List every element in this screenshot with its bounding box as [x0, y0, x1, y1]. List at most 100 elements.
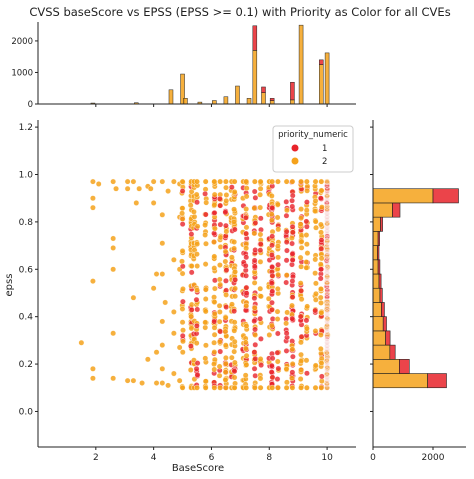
scatter-point: [223, 184, 229, 191]
scatter-point: [289, 384, 296, 391]
scatter-point: [124, 178, 131, 185]
scatter-point: [223, 267, 230, 274]
scatter-point: [318, 229, 324, 236]
scatter-point: [231, 308, 238, 315]
scatter-point: [275, 365, 282, 372]
scatter-point: [298, 244, 305, 251]
scatter-point: [324, 252, 330, 259]
right-hist-bar-priority-1: [380, 216, 383, 232]
top-hist-bar-priority-2: [235, 85, 240, 105]
scatter-point: [269, 242, 275, 249]
scatter-point: [130, 294, 137, 301]
top-y-tick-label: 2000: [11, 37, 33, 47]
scatter-point: [318, 266, 324, 273]
scatter-point: [317, 195, 324, 202]
scatter-point: [130, 178, 137, 185]
right-hist-bar-priority-2: [372, 245, 378, 261]
scatter-point: [159, 365, 166, 372]
scatter-point: [283, 366, 290, 372]
scatter-point: [202, 261, 209, 268]
scatter-point: [179, 263, 186, 270]
scatter-point: [223, 178, 229, 185]
x-tick-label: 8: [266, 453, 272, 463]
scatter-point: [231, 206, 237, 213]
top-hist-bar-priority-2: [168, 89, 174, 105]
top-y-tick-label: 0: [28, 100, 33, 110]
scatter-point: [251, 279, 258, 286]
scatter-point: [297, 313, 304, 320]
scatter-point: [274, 285, 281, 292]
scatter-point: [289, 302, 295, 309]
scatter-point: [179, 306, 186, 312]
scatter-point: [203, 240, 209, 247]
scatter-point: [312, 256, 319, 263]
scatter-point: [304, 187, 311, 194]
scatter-point: [223, 291, 230, 298]
scatter-point: [324, 294, 330, 301]
scatter-point: [217, 384, 224, 391]
scatter-point: [179, 248, 186, 254]
scatter-point: [202, 378, 209, 385]
scatter-point: [232, 276, 239, 283]
scatter-point: [284, 207, 290, 214]
scatter-point: [179, 349, 186, 356]
scatter-point: [202, 190, 209, 197]
scatter-point: [318, 187, 325, 194]
scatter-point: [217, 281, 224, 288]
scatter-point: [298, 287, 305, 294]
scatter-point: [191, 208, 197, 215]
scatter-point: [324, 297, 330, 304]
scatter-point: [159, 380, 166, 386]
y-tick-label: 0.8: [19, 218, 34, 228]
right-marginal-histogram: 0 2000: [370, 120, 466, 463]
scatter-point: [312, 328, 319, 334]
scatter-point: [202, 384, 209, 391]
scatter-point: [312, 218, 319, 225]
scatter-point: [110, 245, 117, 251]
scatter-point: [312, 178, 319, 185]
scatter-point: [324, 238, 330, 245]
scatter-point: [216, 195, 223, 202]
scatter-point: [211, 384, 218, 391]
scatter-point: [223, 192, 230, 198]
scatter-point: [202, 286, 209, 293]
scatter-point: [130, 377, 137, 384]
scatter-point: [222, 377, 229, 383]
scatter-point: [252, 220, 259, 226]
scatter-point: [312, 362, 319, 369]
scatter-point: [289, 257, 296, 263]
right-hist-bar-priority-1: [399, 359, 410, 374]
scatter-point: [113, 185, 119, 192]
right-hist-bar-priority-2: [372, 330, 386, 346]
scatter-point: [211, 285, 218, 292]
top-hist-bar-priority-2: [252, 50, 258, 105]
scatter-point: [274, 201, 281, 208]
scatter-point: [324, 269, 330, 276]
scatter-point: [165, 188, 171, 194]
scatter-point: [216, 276, 223, 283]
scatter-point: [268, 322, 275, 329]
scatter-point: [313, 224, 319, 231]
scatter-point: [251, 263, 258, 270]
scatter-point: [193, 296, 200, 303]
scatter-point: [170, 309, 177, 315]
scatter-point: [318, 178, 325, 185]
scatter-point: [180, 286, 186, 292]
scatter-point: [257, 241, 264, 247]
scatter-point: [274, 316, 281, 322]
scatter-point: [202, 319, 209, 326]
scatter-point: [242, 345, 249, 352]
scatter-point: [324, 339, 330, 346]
scatter-point: [231, 319, 238, 326]
scatter-point: [324, 311, 330, 318]
scatter-point: [324, 207, 330, 214]
scatter-point: [124, 377, 131, 384]
scatter-point: [297, 280, 304, 287]
scatter-point: [242, 262, 249, 269]
scatter-point: [180, 327, 186, 334]
scatter-point: [324, 255, 330, 262]
scatter-point: [243, 245, 250, 252]
right-hist-bar-priority-1: [378, 273, 382, 289]
scatter-point: [159, 178, 166, 185]
scatter-point: [274, 376, 281, 382]
